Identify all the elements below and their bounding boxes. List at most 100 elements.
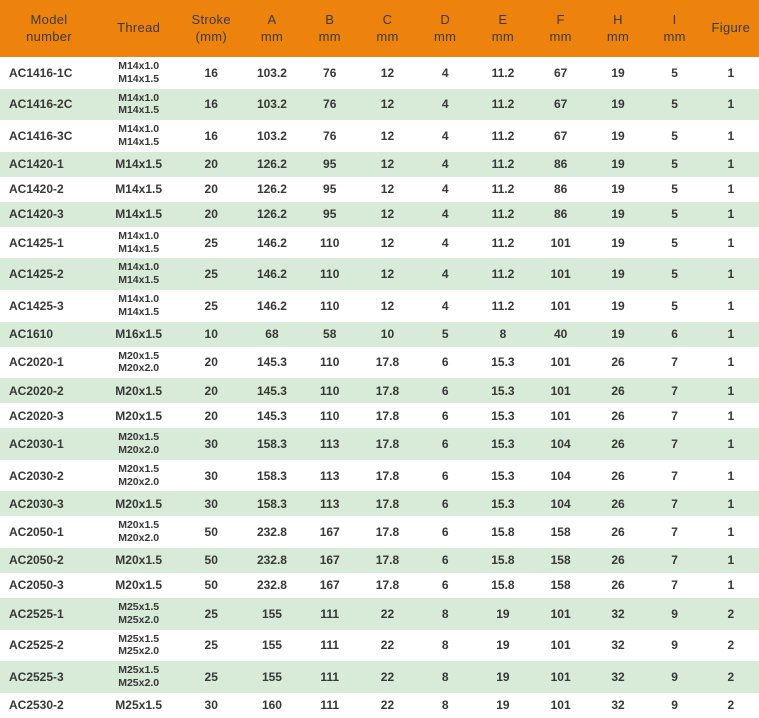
cell-a: 160	[261, 698, 282, 713]
cell-figure: 2	[727, 698, 735, 713]
cell-stroke: 20	[204, 207, 218, 222]
cell-c: 22	[380, 638, 395, 653]
cell-h: 26	[611, 355, 625, 370]
cell-f: 86	[553, 157, 568, 172]
cell-b: 167	[319, 525, 340, 540]
cell-c: 17.8	[375, 496, 400, 511]
column-header-line: mm	[491, 28, 515, 44]
cell-b: 111	[320, 638, 340, 653]
cell-thread: M14x1.0 M14x1.5	[98, 258, 179, 290]
cell-b: 111	[320, 669, 340, 684]
cell-f: 101	[550, 606, 571, 621]
cell-b: 167	[319, 553, 340, 568]
cell-a: 158.3	[256, 468, 287, 483]
cell-b: 95	[323, 207, 337, 222]
cell-stroke: 25	[204, 235, 218, 250]
table-row: AC1420-3 M14x1.5 20 126.2 95 12 4 11.2 86 19 5 1	[0, 201, 759, 227]
cell-model: AC1420-1	[9, 157, 64, 172]
cell-model: AC2050-3	[9, 578, 64, 593]
cell-model: AC2030-3	[9, 496, 64, 511]
cell-figure: 2	[727, 638, 735, 653]
cell-e: 15.8	[491, 553, 515, 568]
cell-e: 11.2	[491, 182, 515, 197]
cell-model: AC2030-2	[9, 468, 64, 483]
cell-h: 32	[611, 669, 625, 684]
cell-e: 11.2	[491, 97, 515, 112]
cell-c: 10	[380, 327, 395, 342]
cell-d: 4	[441, 128, 449, 143]
cell-h: 19	[611, 267, 625, 282]
cell-i: 6	[671, 327, 678, 342]
cell-stroke: 20	[204, 383, 218, 398]
cell-a: 232.8	[256, 553, 287, 568]
thread-line: M14x1.5	[118, 72, 160, 85]
cell-stroke: 16	[204, 128, 218, 143]
table-row: AC2020-1 M20x1.5 M20x2.0 20 145.3 110 17.8 6 15.…	[0, 347, 759, 379]
column-header-line: mm	[376, 28, 399, 44]
cell-i: 7	[671, 408, 678, 423]
cell-thread: M20x1.5	[115, 496, 162, 511]
table-row: AC2525-1 M25x1.5 M25x2.0 25 155 111 22 8 19 101 32…	[0, 597, 759, 630]
thread-line: M14x1.5	[118, 274, 160, 287]
cell-c: 17.8	[375, 408, 400, 423]
cell-c: 12	[380, 128, 395, 143]
cell-thread: M25x1.5 M25x2.0	[98, 630, 179, 662]
cell-stroke: 30	[204, 468, 218, 483]
cell-d: 8	[441, 638, 449, 653]
table-row: AC2530-2 M25x1.5 30 160 111 22 8 19 101 32 9 2	[0, 693, 759, 718]
column-header-line: mm	[260, 28, 284, 44]
cell-i: 5	[671, 182, 678, 197]
thread-line: M20x1.5	[118, 519, 160, 532]
cell-b: 113	[320, 496, 340, 511]
cell-stroke: 25	[204, 669, 218, 684]
cell-c: 12	[380, 97, 395, 112]
table-row: AC1420-1 M14x1.5 20 126.2 95 12 4 11.2 86 19 5 1	[0, 151, 759, 177]
thread-line: M25x2.0	[118, 676, 160, 689]
thread-line: M25x1.5	[118, 600, 160, 613]
cell-model: AC1420-2	[9, 182, 64, 197]
cell-stroke: 16	[204, 97, 218, 112]
thread-line: M14x1.5	[118, 104, 160, 117]
thread-line: M14x1.0	[118, 261, 160, 274]
cell-h: 26	[611, 468, 625, 483]
column-header-thread: Thread	[98, 0, 180, 57]
cell-model: AC1425-1	[9, 235, 64, 250]
cell-f: 104	[550, 436, 571, 451]
column-header-model: Model number	[0, 0, 99, 57]
cell-model: AC2050-2	[9, 553, 64, 568]
cell-figure: 1	[727, 157, 735, 172]
table-row: AC2525-3 M25x1.5 M25x2.0 25 155 111 22 8 19 101 32…	[0, 661, 759, 693]
cell-b: 76	[323, 128, 337, 143]
cell-c: 17.8	[375, 525, 400, 540]
thread-line: M14x1.0	[118, 60, 160, 72]
cell-f: 101	[550, 408, 571, 423]
cell-h: 19	[611, 157, 625, 172]
cell-thread: M20x1.5	[115, 408, 162, 423]
column-header-line: B	[325, 12, 335, 28]
cell-figure: 2	[727, 606, 735, 621]
cell-figure: 1	[727, 235, 735, 250]
cell-figure: 1	[727, 496, 735, 511]
cell-figure: 1	[727, 267, 735, 282]
cell-f: 158	[550, 553, 571, 568]
cell-figure: 1	[727, 65, 735, 80]
cell-figure: 1	[727, 327, 735, 342]
cell-d: 5	[441, 327, 449, 342]
cell-h: 19	[611, 128, 625, 143]
cell-d: 4	[441, 207, 449, 222]
cell-f: 101	[550, 638, 571, 653]
cell-d: 8	[441, 669, 449, 684]
cell-figure: 1	[727, 383, 735, 398]
cell-e: 11.2	[491, 65, 515, 80]
cell-thread: M20x1.5	[115, 553, 162, 568]
thread-line: M25x2.0	[118, 645, 160, 658]
cell-c: 22	[380, 698, 395, 713]
cell-f: 101	[550, 698, 571, 713]
cell-stroke: 20	[204, 408, 218, 423]
cell-c: 12	[380, 207, 395, 222]
cell-model: AC2050-1	[9, 525, 64, 540]
cell-model: AC1416-1C	[9, 65, 73, 80]
